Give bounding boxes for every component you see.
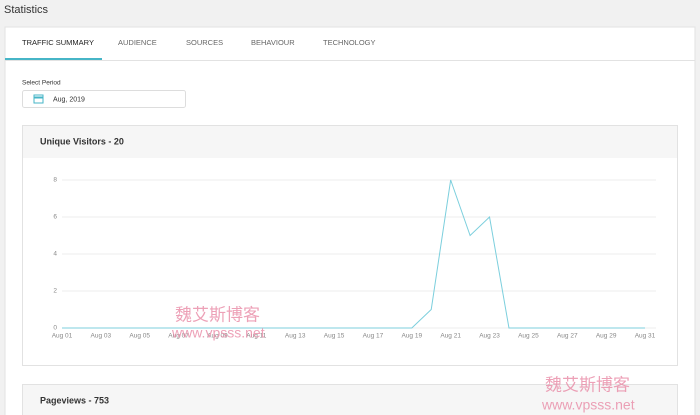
x-tick-label: Aug 03	[91, 333, 112, 340]
panel-title: Pageviews - 753	[40, 395, 109, 405]
x-tick-label: Aug 21	[440, 333, 461, 340]
line	[62, 179, 645, 329]
x-tick-label: Aug 27	[557, 333, 578, 340]
period-label: Select Period	[22, 80, 61, 87]
period-input[interactable]	[22, 90, 186, 108]
tab[interactable]: TECHNOLOGY	[323, 38, 376, 47]
x-tick-label: Aug 29	[596, 333, 617, 340]
panel-title: Unique Visitors - 20	[40, 136, 124, 146]
tab[interactable]: AUDIENCE	[118, 38, 157, 47]
panel	[22, 125, 678, 366]
period-value: Aug, 2019	[53, 96, 85, 103]
x-tick-label: Aug 07	[168, 333, 189, 340]
tabs: TRAFFIC SUMMARY AUDIENCE SOURCES BEHAVIOUR T…	[22, 38, 376, 47]
x-tick-label: Aug 11	[246, 333, 267, 340]
x-tick-label: Aug 13	[285, 333, 306, 340]
x-tick-label: Aug 25	[518, 333, 539, 340]
watermark: www.vpsss.net	[171, 325, 265, 341]
tab[interactable]: SOURCES	[186, 38, 223, 47]
panel-header	[23, 126, 677, 158]
watermark: 魏艾斯博客	[175, 305, 260, 324]
y-tick-label: 6	[53, 214, 57, 221]
tab[interactable]: BEHAVIOUR	[251, 38, 295, 47]
watermark: 魏艾斯博客	[545, 375, 630, 394]
y-tick-label: 8	[53, 177, 57, 184]
active-tab-indicator	[5, 58, 102, 60]
panel	[22, 384, 678, 415]
y-tick-label: 0	[53, 325, 57, 332]
line-chart: 0 2 4 6 8 Aug 01 Aug 03 Aug 05 Aug 07 Aug 09 Aug 1…	[52, 177, 656, 340]
x-tick-label: Aug 09	[207, 333, 228, 340]
y-tick-label: 2	[53, 288, 57, 295]
x-tick-label: Aug 17	[363, 333, 384, 340]
page-title: Statistics	[4, 4, 49, 16]
x-tick-label: Aug 19	[401, 333, 422, 340]
tab[interactable]: TRAFFIC SUMMARY	[22, 38, 94, 47]
x-tick-label: Aug 23	[479, 333, 500, 340]
watermark: www.vpsss.net	[541, 397, 635, 413]
x-tick-label: Aug 05	[129, 333, 150, 340]
x-tick-label: Aug 01	[52, 333, 73, 340]
y-tick-label: 4	[53, 251, 57, 258]
x-tick-label: Aug 15	[324, 333, 345, 340]
x-tick-label: Aug 31	[635, 333, 656, 340]
calendar-icon	[33, 94, 44, 104]
